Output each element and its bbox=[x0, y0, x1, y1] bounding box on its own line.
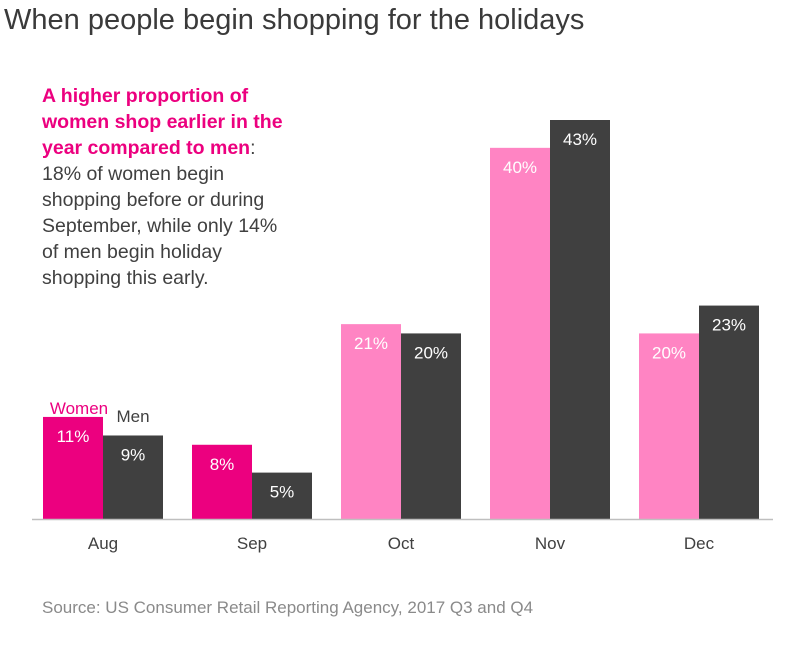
bar-men-oct bbox=[401, 333, 461, 519]
tick-label-oct: Oct bbox=[388, 534, 415, 553]
data-label-women-sep: 8% bbox=[210, 455, 235, 474]
tick-label-dec: Dec bbox=[684, 534, 715, 553]
data-label-men-oct: 20% bbox=[414, 343, 448, 362]
data-label-women-nov: 40% bbox=[503, 158, 537, 177]
chart-title: When people begin shopping for the holid… bbox=[4, 4, 585, 36]
bar-men-sep bbox=[252, 472, 312, 519]
legend-men: Men bbox=[116, 407, 149, 426]
category-labels: Aug Sep Oct Nov Dec bbox=[88, 534, 715, 553]
source-note: Source: US Consumer Retail Reporting Age… bbox=[42, 598, 534, 617]
bar-men-dec bbox=[699, 305, 759, 519]
tick-label-sep: Sep bbox=[237, 534, 267, 553]
data-label-women-dec: 20% bbox=[652, 343, 686, 362]
legend: Women Men bbox=[50, 399, 150, 426]
bar-women-dec bbox=[639, 333, 699, 519]
data-label-men-nov: 43% bbox=[563, 130, 597, 149]
bar-men-nov bbox=[550, 120, 610, 519]
callout-text: A higher proportion of women shop earlie… bbox=[42, 83, 297, 291]
data-label-women-oct: 21% bbox=[354, 334, 388, 353]
data-label-men-aug: 9% bbox=[121, 445, 146, 464]
bar-women-aug bbox=[43, 416, 103, 519]
callout-body: : 18% of women begin shopping before or … bbox=[42, 137, 278, 289]
tick-label-nov: Nov bbox=[535, 534, 566, 553]
bar-women-oct bbox=[341, 324, 401, 519]
bar-group: 11% 9% 8% 5% 21% 20% 40% 43% 20% 23% bbox=[43, 120, 759, 519]
data-label-men-dec: 23% bbox=[712, 316, 746, 335]
bar-men-aug bbox=[103, 435, 163, 519]
callout-highlight: A higher proportion of women shop earlie… bbox=[42, 85, 283, 159]
bar-women-nov bbox=[490, 147, 550, 519]
data-label-women-aug: 11% bbox=[57, 427, 90, 446]
data-label-men-sep: 5% bbox=[270, 483, 295, 502]
bar-women-sep bbox=[192, 444, 252, 519]
legend-women: Women bbox=[50, 399, 108, 418]
tick-label-aug: Aug bbox=[88, 534, 118, 553]
